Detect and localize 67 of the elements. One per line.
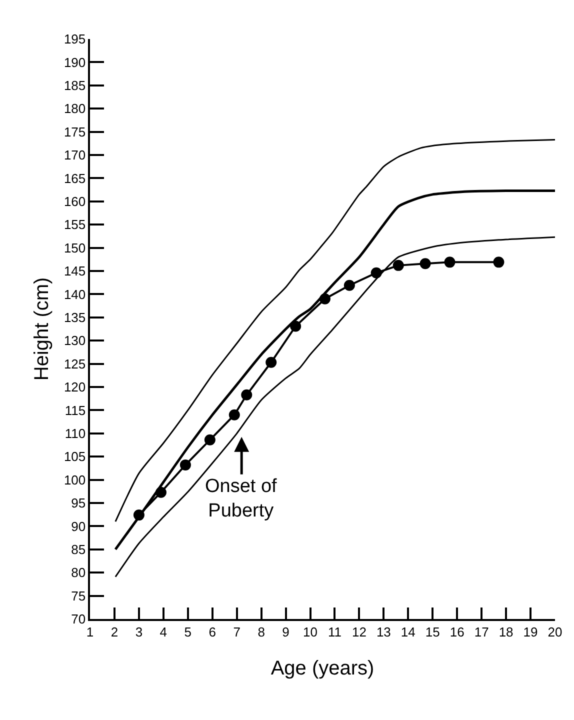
y-tick-label: 75	[71, 588, 86, 604]
x-tick-label: 2	[110, 624, 118, 640]
y-tick-label: 160	[64, 194, 86, 209]
y-tick-label: 135	[64, 310, 86, 325]
annotation: Onset of Puberty	[205, 476, 278, 522]
x-tick-label: 16	[450, 624, 464, 640]
x-tick-label: 19	[523, 624, 538, 640]
point	[319, 293, 330, 304]
y-tick-label: 180	[64, 101, 86, 116]
y-tick-label: 125	[64, 356, 86, 372]
x-tick-label: 4	[160, 624, 168, 640]
y-axis-title: Height (cm)	[30, 277, 53, 381]
x-tick-label: 17	[474, 624, 489, 640]
x-tick-label: 3	[135, 624, 143, 640]
point	[420, 258, 431, 270]
x-tick-label: 5	[184, 624, 192, 640]
y-tick-label: 195	[64, 32, 86, 47]
y-tick-label: 175	[64, 124, 86, 140]
x-tick-label: 7	[233, 624, 240, 640]
y-tick-label: 190	[64, 54, 86, 70]
line-series	[114, 236, 555, 578]
point	[370, 267, 382, 278]
x-tick-label: 12	[352, 624, 366, 640]
y-tick-label: 170	[64, 148, 86, 163]
y-tick-label: 100	[64, 472, 86, 488]
line-series	[114, 189, 555, 551]
y-tick-label: 70	[71, 612, 86, 627]
point	[228, 409, 240, 420]
y-tick-label: 85	[71, 542, 86, 557]
x-tick-label: 11	[328, 624, 342, 640]
point	[392, 260, 404, 271]
y-tick-label: 155	[64, 217, 86, 232]
y-tick-label: 165	[64, 170, 86, 186]
y-tick-label: 145	[64, 264, 86, 279]
y-tick-label: 80	[71, 565, 86, 580]
x-tick-label: 14	[400, 624, 416, 640]
y-tick-label: 110	[64, 426, 86, 441]
y-tick-label: 140	[64, 286, 86, 302]
y-tick-label: 185	[64, 78, 86, 93]
y-tick-label: 130	[64, 333, 86, 348]
point	[180, 459, 191, 470]
point	[133, 510, 144, 521]
y-tick-label: 95	[71, 496, 86, 511]
point	[444, 256, 456, 268]
point	[493, 256, 504, 268]
point	[241, 389, 252, 400]
y-tick-label: 105	[64, 449, 86, 464]
point	[204, 434, 216, 446]
y-tick-label: 150	[64, 240, 86, 256]
x-tick-label: 6	[208, 624, 216, 640]
line-series	[114, 138, 555, 522]
x-tick-label: 8	[258, 624, 265, 640]
x-axis-title: Age (years)	[270, 657, 374, 680]
point	[344, 280, 355, 291]
x-tick-label: 15	[425, 624, 440, 640]
point	[155, 486, 166, 498]
y-tick-label: 90	[71, 518, 86, 534]
point	[290, 320, 302, 332]
y-tick-label: 115	[64, 402, 86, 418]
x-tick-label: 13	[376, 624, 391, 640]
point	[266, 356, 277, 368]
y-tick-label: 120	[64, 380, 86, 395]
x-tick-label: 20	[548, 624, 562, 640]
x-tick-label: 10	[303, 624, 318, 640]
x-tick-label: 1	[86, 624, 94, 640]
x-tick-label: 18	[498, 624, 514, 640]
x-tick-label: 9	[282, 624, 290, 640]
